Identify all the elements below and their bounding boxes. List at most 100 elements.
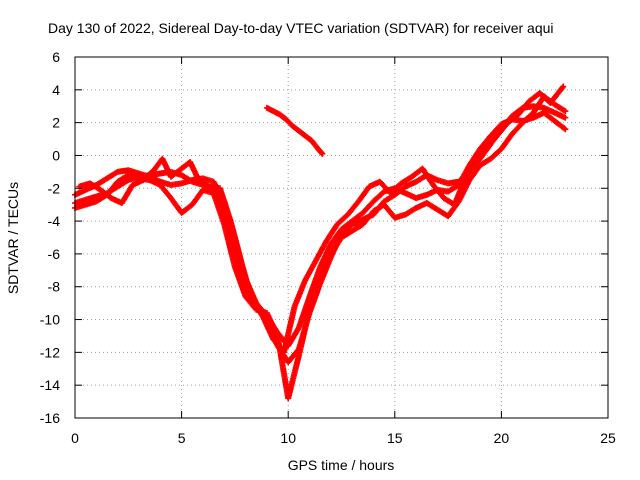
data-point — [402, 183, 409, 190]
data-point — [402, 190, 409, 197]
x-tick-label: 20 — [494, 430, 510, 446]
data-point — [150, 167, 157, 174]
data-point — [494, 132, 501, 139]
data-point — [242, 293, 249, 300]
data-point — [526, 98, 533, 105]
plot-frame — [74, 56, 609, 419]
data-point — [157, 170, 164, 177]
y-axis-label: SDTVAR / TECUs — [5, 182, 21, 294]
data-point — [285, 395, 292, 402]
x-tick-label: 25 — [600, 430, 616, 446]
data-point — [483, 144, 490, 151]
data-point — [114, 178, 121, 185]
data-point — [462, 175, 469, 182]
data-point — [419, 165, 426, 172]
data-point — [327, 241, 334, 248]
data-series — [72, 83, 569, 402]
data-point — [391, 214, 398, 221]
data-point — [334, 221, 341, 228]
data-point — [323, 237, 330, 244]
data-point — [562, 108, 569, 115]
data-point — [338, 226, 345, 233]
data-point — [199, 186, 206, 193]
data-point — [562, 114, 569, 121]
x-tick-label: 10 — [280, 430, 296, 446]
data-point — [216, 185, 223, 192]
data-point — [276, 111, 283, 118]
data-point — [327, 250, 334, 257]
data-point — [263, 104, 270, 111]
x-tick-label: 15 — [387, 430, 403, 446]
data-point — [312, 257, 319, 264]
data-point — [82, 186, 89, 193]
data-point — [97, 186, 104, 193]
data-point — [189, 201, 196, 208]
series-track-d — [76, 83, 567, 356]
data-point — [295, 324, 302, 331]
data-sample-mark — [559, 84, 566, 91]
y-tick-label: -4 — [48, 213, 61, 229]
data-point — [344, 211, 351, 218]
data-point — [221, 221, 228, 228]
data-point — [451, 201, 458, 208]
data-point — [487, 132, 494, 139]
data-point — [430, 181, 437, 188]
data-point — [283, 116, 290, 123]
y-tick-label: -8 — [48, 279, 61, 295]
data-point — [317, 273, 324, 280]
data-point — [504, 119, 511, 126]
data-point — [472, 159, 479, 166]
data-point — [370, 208, 377, 215]
y-tick-label: 2 — [52, 115, 60, 131]
data-point — [302, 277, 309, 284]
data-point — [167, 173, 174, 180]
data-point — [108, 195, 115, 202]
data-sample-mark — [318, 149, 325, 156]
data-point — [387, 190, 394, 197]
data-point — [178, 209, 185, 216]
data-point — [359, 221, 366, 228]
data-point — [285, 359, 292, 366]
data-point — [82, 201, 89, 208]
data-point — [146, 177, 153, 184]
data-point — [445, 188, 452, 195]
axis-ticks — [74, 56, 609, 419]
data-point — [509, 131, 516, 138]
data-point — [376, 178, 383, 185]
y-tick-label: -10 — [40, 312, 60, 328]
data-point — [306, 306, 313, 313]
series-track-b — [72, 109, 569, 349]
series-track-a — [72, 103, 569, 366]
data-point — [280, 349, 287, 356]
data-point — [381, 201, 388, 208]
data-point — [187, 159, 194, 166]
data-point — [103, 175, 110, 182]
data-point — [125, 172, 132, 179]
data-point — [498, 145, 505, 152]
x-tick-label: 0 — [71, 430, 79, 446]
data-point — [440, 195, 447, 202]
data-point — [445, 213, 452, 220]
data-point — [270, 336, 277, 343]
data-point — [157, 181, 164, 188]
data-point — [413, 195, 420, 202]
data-point — [413, 204, 420, 211]
data-point — [140, 177, 147, 184]
y-tick-labels: -16 -14 -12 -10 -8 -6 -4 -2 0 2 4 6 — [40, 49, 60, 426]
data-point — [349, 218, 356, 225]
data-point — [238, 259, 245, 266]
data-point — [195, 177, 202, 184]
data-point — [560, 83, 567, 90]
data-point — [487, 155, 494, 162]
data-point — [445, 180, 452, 187]
y-tick-label: 0 — [52, 147, 60, 163]
y-tick-label: 4 — [52, 82, 60, 98]
x-tick-label: 5 — [178, 430, 186, 446]
data-point — [423, 200, 430, 207]
chart-title: Day 130 of 2022, Sidereal Day-to-day VTE… — [48, 20, 554, 36]
data-point — [402, 211, 409, 218]
data-point — [129, 181, 136, 188]
data-point — [259, 313, 266, 320]
data-point — [370, 198, 377, 205]
